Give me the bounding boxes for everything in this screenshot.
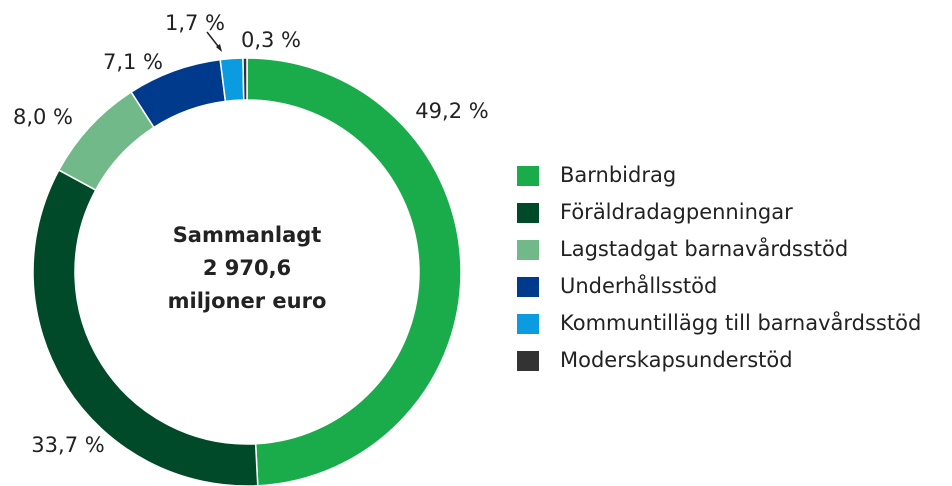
legend-label: Lagstadgat barnavårdsstöd: [560, 236, 848, 261]
data-label: 0,3 %: [241, 28, 301, 52]
legend-label: Föräldradagpenningar: [560, 200, 793, 224]
legend-label: Kommuntillägg till barnavårdsstöd: [560, 310, 921, 335]
legend-label: Moderskapsunderstöd: [560, 348, 793, 372]
data-label: 1,7 %: [165, 11, 225, 35]
data-label: 8,0 %: [13, 105, 73, 129]
donut-segment: [57, 91, 155, 192]
data-label: 7,1 %: [103, 50, 163, 74]
center-text: 2 970,6: [203, 256, 291, 280]
data-label: 33,7 %: [31, 433, 104, 457]
legend-label: Barnbidrag: [560, 163, 676, 187]
center-text: Sammanlagt: [173, 223, 322, 247]
legend-swatch: [517, 166, 539, 186]
legend-swatch: [517, 240, 539, 260]
legend-swatch: [517, 203, 539, 223]
legend-swatch: [517, 351, 539, 371]
callout-arrowhead: [216, 44, 222, 52]
donut-segment: [246, 57, 462, 486]
legend-swatch: [517, 314, 539, 334]
legend-swatch: [517, 277, 539, 297]
center-text: miljoner euro: [168, 289, 327, 313]
legend-label: Underhållsstöd: [560, 273, 717, 298]
data-label: 49,2 %: [415, 99, 488, 123]
donut-segment: [242, 57, 248, 101]
